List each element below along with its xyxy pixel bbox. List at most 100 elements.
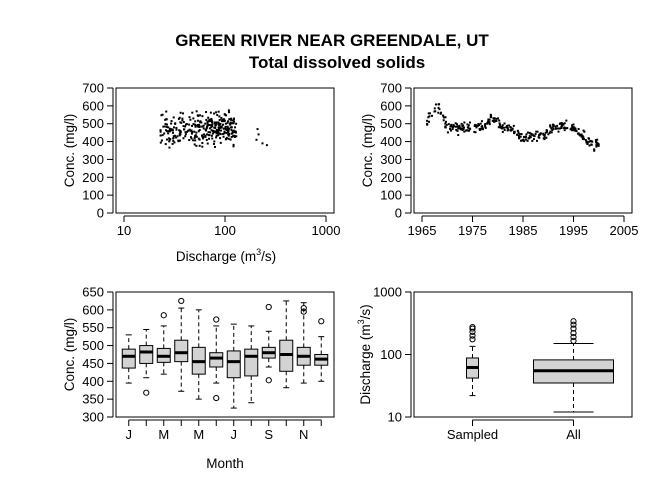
data-point [163, 132, 166, 135]
data-point [564, 127, 567, 130]
data-point [574, 127, 577, 130]
data-point [191, 124, 194, 127]
data-point [183, 128, 186, 131]
data-point [585, 140, 588, 143]
data-point [225, 136, 228, 139]
data-point [177, 117, 180, 120]
data-point [170, 120, 173, 123]
data-point [175, 128, 178, 131]
panel-time-scatter: 0 100 200 300 400 500 600 700 1965 1975 1985 1995 20… [360, 81, 638, 239]
data-point [455, 123, 458, 126]
data-point [460, 127, 463, 130]
data-point [231, 119, 234, 122]
box-body [139, 345, 154, 364]
data-point [184, 135, 187, 138]
data-point [222, 118, 225, 121]
data-point [202, 137, 205, 140]
data-point [182, 125, 185, 128]
data-point [542, 132, 545, 135]
data-point [235, 135, 238, 138]
data-point [194, 135, 197, 138]
data-point [488, 123, 491, 126]
data-point [210, 117, 213, 120]
data-point [229, 138, 232, 141]
data-point [165, 138, 168, 141]
data-point [437, 111, 440, 114]
data-point [205, 129, 208, 132]
data-point [560, 123, 563, 126]
data-point [166, 130, 169, 133]
data-point [210, 126, 213, 129]
data-point [545, 130, 548, 133]
data-point [582, 138, 585, 141]
data-point [484, 125, 487, 128]
data-point [458, 126, 461, 129]
data-point [255, 138, 258, 141]
data-point [438, 103, 441, 106]
data-point [159, 141, 162, 144]
data-point [462, 126, 465, 129]
data-point [172, 137, 175, 140]
data-point [171, 142, 174, 145]
data-point [234, 130, 237, 133]
data-point [208, 123, 211, 126]
data-point [193, 130, 196, 133]
data-point [444, 122, 447, 125]
data-point [488, 121, 491, 124]
data-point [442, 114, 445, 117]
box [261, 303, 276, 384]
x-tick-label: S [264, 427, 273, 442]
data-point [474, 124, 477, 127]
x-tick-label: M [193, 427, 204, 442]
data-point [563, 122, 566, 125]
data-point [228, 118, 231, 121]
data-point [560, 126, 563, 129]
data-point [211, 125, 214, 128]
data-point [177, 139, 180, 142]
data-point [502, 126, 505, 129]
data-point [426, 119, 429, 122]
data-point [589, 139, 592, 142]
data-point [195, 110, 198, 113]
data-point [501, 130, 504, 133]
data-point [208, 120, 211, 123]
data-point [563, 129, 566, 132]
y-tick-label: 10 [388, 410, 402, 425]
data-point [522, 139, 525, 142]
data-point [493, 120, 496, 123]
data-point [453, 125, 456, 128]
data-point [162, 125, 165, 128]
data-point [169, 138, 172, 141]
data-point [161, 113, 164, 116]
data-point [210, 124, 213, 127]
data-point [463, 121, 466, 124]
data-point [232, 145, 235, 148]
data-point [428, 115, 431, 118]
data-point [213, 122, 216, 125]
data-point [223, 132, 226, 135]
data-point [560, 121, 563, 124]
data-point [182, 137, 185, 140]
data-point [186, 130, 189, 133]
data-point [550, 127, 553, 130]
data-point [188, 139, 191, 142]
data-point [558, 122, 561, 125]
data-point [207, 131, 210, 134]
data-point [597, 143, 600, 146]
data-point [575, 130, 578, 133]
x-axis-label: Month [206, 456, 244, 471]
outlier-point [570, 325, 577, 332]
data-point [214, 126, 217, 129]
data-point [565, 119, 568, 122]
x-tick-label: All [566, 427, 581, 442]
data-point [571, 126, 574, 129]
data-point [529, 136, 532, 139]
data-point [205, 133, 208, 136]
data-point [209, 111, 212, 114]
data-point [466, 129, 469, 132]
y-tick-label: 100 [380, 347, 402, 362]
data-point [482, 128, 485, 131]
data-point [461, 125, 464, 128]
data-point [444, 126, 447, 129]
